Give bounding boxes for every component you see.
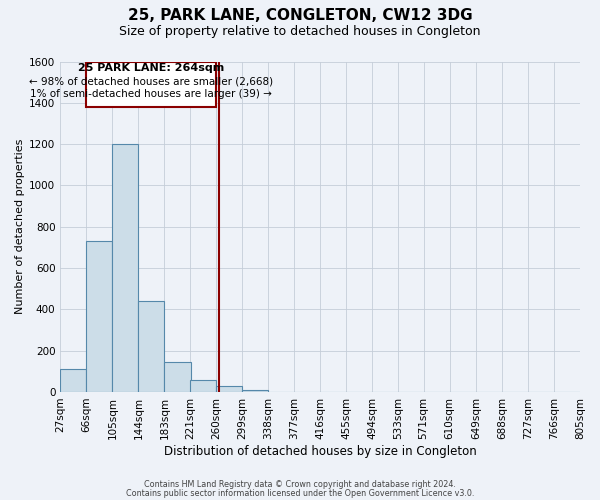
Text: Contains HM Land Registry data © Crown copyright and database right 2024.: Contains HM Land Registry data © Crown c… bbox=[144, 480, 456, 489]
X-axis label: Distribution of detached houses by size in Congleton: Distribution of detached houses by size … bbox=[164, 444, 476, 458]
Bar bbox=[86, 241, 112, 392]
Text: Size of property relative to detached houses in Congleton: Size of property relative to detached ho… bbox=[119, 25, 481, 38]
Bar bbox=[164, 362, 191, 392]
Bar bbox=[139, 301, 164, 392]
Bar bbox=[112, 144, 139, 392]
Text: 25 PARK LANE: 264sqm: 25 PARK LANE: 264sqm bbox=[78, 63, 224, 73]
Text: 25, PARK LANE, CONGLETON, CW12 3DG: 25, PARK LANE, CONGLETON, CW12 3DG bbox=[128, 8, 472, 22]
Y-axis label: Number of detached properties: Number of detached properties bbox=[15, 139, 25, 314]
Text: ← 98% of detached houses are smaller (2,668): ← 98% of detached houses are smaller (2,… bbox=[29, 76, 273, 86]
Bar bbox=[242, 390, 268, 392]
FancyBboxPatch shape bbox=[86, 62, 216, 107]
Bar bbox=[190, 380, 216, 392]
Bar bbox=[216, 386, 242, 392]
Bar bbox=[60, 369, 86, 392]
Text: 1% of semi-detached houses are larger (39) →: 1% of semi-detached houses are larger (3… bbox=[30, 89, 272, 99]
Text: Contains public sector information licensed under the Open Government Licence v3: Contains public sector information licen… bbox=[126, 489, 474, 498]
